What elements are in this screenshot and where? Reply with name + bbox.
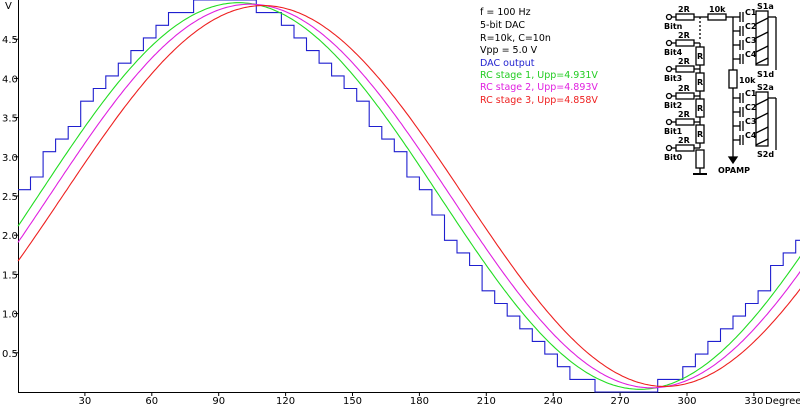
cap-label: C3 <box>745 117 756 126</box>
ladder-label: R <box>697 78 703 87</box>
switch-label: S1a <box>757 2 774 11</box>
y-tick-label: 4.0 <box>2 74 18 85</box>
series-rc-stage-2 <box>17 3 800 389</box>
bit-label: Bitn <box>664 22 683 31</box>
bit0-terminal <box>665 144 673 152</box>
y-tick-label: 2.0 <box>2 231 18 242</box>
info-line: Vpp = 5.0 V <box>480 45 538 56</box>
resistor-2r <box>675 13 695 21</box>
shunt-resistor-label: 10k <box>739 76 756 85</box>
x-tick-label: 300 <box>677 396 696 407</box>
resistor-label: 2R <box>678 57 690 66</box>
y-tick-label: 1.5 <box>2 270 18 281</box>
shunt-resistor-10k <box>728 69 738 89</box>
legend-dac-output: DAC output <box>480 58 535 69</box>
y-axis-label: V <box>5 1 12 12</box>
resistor-label: 2R <box>678 84 690 93</box>
resistor-label: 2R <box>678 136 690 145</box>
cap-label: C1 <box>745 89 757 98</box>
switch-label: S2d <box>757 150 774 159</box>
series-dac-output <box>18 0 800 393</box>
x-tick-label: 180 <box>410 396 429 407</box>
cap-bank-top <box>733 10 777 70</box>
legend-rc-stage-1: RC stage 1, Upp=4.931V <box>480 70 598 81</box>
schematic-labels: 2R Bitn 2R Bit4 2R Bit3 2R Bit2 2R Bit1 … <box>664 2 774 175</box>
ladder-resistor <box>695 124 705 144</box>
x-tick-label: 30 <box>79 396 92 407</box>
series-resistor-10k <box>707 13 727 21</box>
opamp-arrow <box>727 156 739 165</box>
resistor-2r <box>675 39 695 47</box>
y-tick-label: 1.0 <box>2 310 18 321</box>
bit3-terminal <box>665 65 673 73</box>
x-tick-label: 90 <box>212 396 225 407</box>
resistor-2r <box>675 65 695 73</box>
legend-rc-stage-2: RC stage 2, Upp=4.893V <box>480 82 598 93</box>
y-tick-label: 3.0 <box>2 153 18 164</box>
resistor-label: 2R <box>678 110 690 119</box>
resistor-label: 2R <box>678 31 690 40</box>
x-tick-label: 330 <box>744 396 763 407</box>
schematic <box>665 10 777 175</box>
bit-label: Bit0 <box>664 153 683 162</box>
info-line: f = 100 Hz <box>480 7 531 18</box>
bit-label: Bit2 <box>664 101 682 110</box>
cap-label: C2 <box>745 103 756 112</box>
y-tick-label: 2.5 <box>2 192 18 203</box>
bit-rows <box>665 13 700 152</box>
cap-bank-bottom <box>733 91 777 150</box>
y-tick-label: 0.5 <box>2 349 18 360</box>
ladder-label: R <box>697 104 703 113</box>
info-line: R=10k, C=10n <box>480 33 551 44</box>
switch-label: S1d <box>757 70 774 79</box>
x-axis-label: Degrees <box>765 396 800 407</box>
cap-label: C2 <box>745 22 756 31</box>
ladder-resistor <box>695 46 705 66</box>
opamp-label: OPAMP <box>718 166 750 175</box>
info-block: f = 100 Hz 5-bit DAC R=10k, C=10n Vpp = … <box>480 7 551 56</box>
x-tick-label: 240 <box>544 396 563 407</box>
ladder-label: R <box>697 130 703 139</box>
ladder-resistor <box>695 72 705 92</box>
cap-label: C4 <box>745 50 757 59</box>
x-tick-label: 120 <box>276 396 295 407</box>
y-tick-label: 3.5 <box>2 114 18 125</box>
bit-label: Bit3 <box>664 74 682 83</box>
series-layer <box>17 0 800 393</box>
cap-label: C3 <box>745 36 756 45</box>
ladder-resistor <box>695 98 705 118</box>
resistor-2r <box>675 144 695 152</box>
switch-label: S2a <box>757 83 774 92</box>
x-tick-label: 210 <box>477 396 496 407</box>
bit-label: Bit4 <box>664 48 683 57</box>
bitn-terminal <box>665 13 673 21</box>
x-tick-label: 270 <box>611 396 630 407</box>
bit4-terminal <box>665 39 673 47</box>
y-tick-label: 4.5 <box>2 35 18 46</box>
series-rc-stage-1 <box>17 2 800 390</box>
x-tick-label: 60 <box>145 396 158 407</box>
resistor-label: 2R <box>678 5 690 14</box>
ladder-2r-resistor <box>695 149 705 169</box>
info-line: 5-bit DAC <box>480 20 525 31</box>
bit2-terminal <box>665 92 673 100</box>
cap-label: C1 <box>745 8 757 17</box>
series-rc-stage-3 <box>17 5 800 387</box>
bit-label: Bit1 <box>664 127 683 136</box>
bit1-terminal <box>665 118 673 126</box>
x-tick-label: 150 <box>343 396 362 407</box>
resistor-2r <box>675 118 695 126</box>
legend-rc-stage-3: RC stage 3, Upp=4.858V <box>480 95 598 106</box>
series-resistor-label: 10k <box>709 5 726 14</box>
cap-label: C4 <box>745 131 757 140</box>
resistor-2r <box>675 92 695 100</box>
ladder-label: R <box>697 52 703 61</box>
axis-ticks: 30 60 90 120 150 180 210 240 270 300 330 0.5 1.0 1.5 2… <box>2 35 763 407</box>
legend: DAC output RC stage 1, Upp=4.931V RC sta… <box>480 58 598 106</box>
